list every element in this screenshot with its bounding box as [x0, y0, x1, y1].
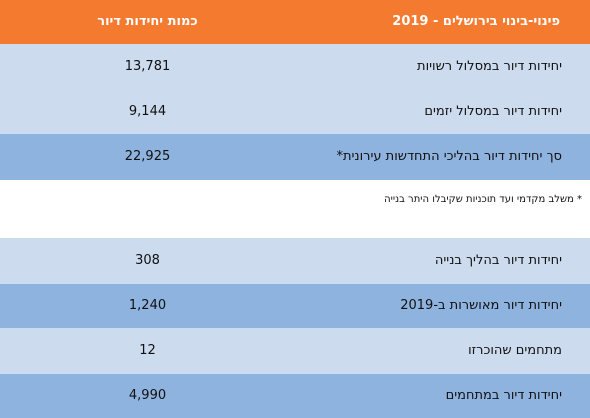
- row-value: 9,144: [128, 104, 167, 119]
- row-value: 12: [139, 343, 156, 358]
- table-row: 308 יחידות דיור בהליך בנייה: [0, 238, 590, 284]
- row-value: 13,781: [124, 59, 171, 74]
- table-header: כמות יחידות דיור פינוי-בינוי בירושלים - …: [0, 0, 590, 44]
- row-label: יחידות דיור בהליך בנייה: [434, 253, 562, 268]
- row-value: 22,925: [124, 149, 171, 164]
- table-row: 13,781 יחידות דיור במסלול רשויות: [0, 44, 590, 90]
- amount-column-header: כמות יחידות דיור: [97, 14, 198, 29]
- table-row: 12 מתחמים שהוכרזו: [0, 328, 590, 374]
- row-value: 1,240: [128, 298, 167, 313]
- footnote-row: * משלב מקדמי ועד תוכניות שקיבלו היתר בני…: [0, 180, 590, 238]
- row-label: מתחמים שהוכרזו: [468, 343, 562, 358]
- row-value: 4,990: [128, 388, 167, 403]
- row-label: סך יחידות דיור בהליכי התחדשות עירונית*: [336, 149, 562, 164]
- table-row: 1,240 יחידות דיור מאושרות ב-2019: [0, 284, 590, 328]
- table-title: פינוי-בינוי בירושלים - 2019: [392, 14, 560, 29]
- table-row-total: 22,925 סך יחידות דיור בהליכי התחדשות עיר…: [0, 134, 590, 180]
- row-label: יחידות דיור מאושרות ב-2019: [400, 298, 562, 313]
- row-label: יחידות דיור במסלול יזמים: [424, 104, 562, 119]
- table-row: 4,990 יחידות דיור במתחמים: [0, 374, 590, 418]
- table-row: 9,144 יחידות דיור במסלול יזמים: [0, 90, 590, 134]
- row-value: 308: [135, 253, 160, 268]
- row-label: יחידות דיור במתחמים: [445, 388, 562, 403]
- footnote: * משלב מקדמי ועד תוכניות שקיבלו היתר בני…: [384, 194, 582, 205]
- row-label: יחידות דיור במסלול רשויות: [417, 59, 562, 74]
